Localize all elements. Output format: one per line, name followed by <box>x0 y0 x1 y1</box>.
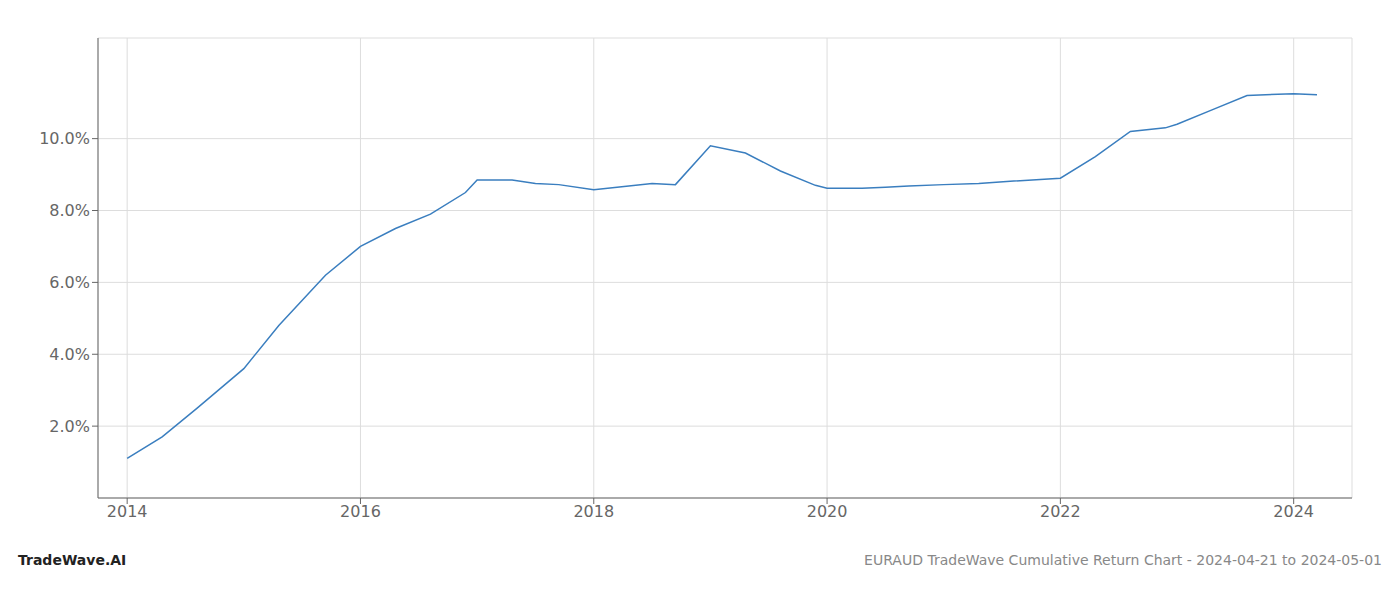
html-text:TradeWave.AI: TradeWave.AI <box>18 552 127 568</box>
html-text:EURAUD TradeWave Cumulative Re: EURAUD TradeWave Cumulative Return Chart… <box>864 552 1382 568</box>
svg-text:2018: 2018 <box>573 502 614 521</box>
svg-text:8.0%: 8.0% <box>49 201 90 220</box>
svg-text:4.0%: 4.0% <box>49 345 90 364</box>
svg-text:10.0%: 10.0% <box>39 129 90 148</box>
svg-text:6.0%: 6.0% <box>49 273 90 292</box>
svg-text:2014: 2014 <box>107 502 148 521</box>
svg-text:2016: 2016 <box>340 502 381 521</box>
svg-text:2024: 2024 <box>1273 502 1314 521</box>
svg-text:2022: 2022 <box>1040 502 1081 521</box>
svg-text:2.0%: 2.0% <box>49 417 90 436</box>
svg-text:2020: 2020 <box>807 502 848 521</box>
